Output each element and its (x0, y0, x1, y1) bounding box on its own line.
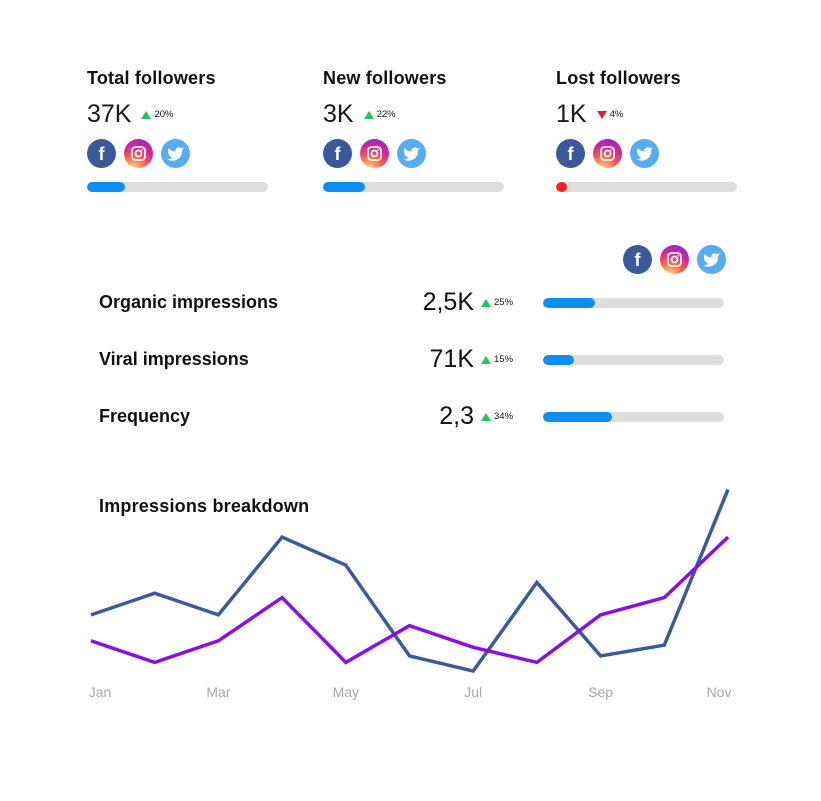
card-delta: 4% (596, 109, 624, 120)
row-value: 2,5K (422, 288, 474, 316)
card-delta: 22% (363, 109, 396, 120)
twitter-icon[interactable] (161, 139, 190, 168)
card-value: 3K (323, 100, 354, 128)
card-metric: 3K 22% (323, 100, 396, 129)
svg-text:f: f (335, 144, 342, 164)
x-tick-label: Jan (89, 684, 112, 700)
x-tick-label: Mar (206, 684, 230, 700)
chart-title: Impressions breakdown (99, 496, 310, 516)
svg-text:f: f (568, 144, 575, 164)
card-progress-track (87, 182, 268, 192)
row-progress-fill (543, 355, 574, 365)
row-delta: 15% (481, 354, 513, 365)
card-progress-fill (87, 182, 125, 192)
card-metric: 1K 4% (556, 100, 623, 129)
row-progress-fill (543, 298, 596, 308)
card-title: Lost followers (556, 68, 681, 88)
card-metric: 37K 20% (87, 100, 174, 129)
x-tick-label: Nov (707, 684, 732, 700)
arrow-up-icon (141, 110, 152, 119)
row-progress-track (543, 355, 724, 365)
instagram-icon[interactable] (593, 139, 622, 168)
card-delta-value: 20% (154, 109, 174, 120)
facebook-icon[interactable]: f (323, 139, 352, 168)
row-delta-value: 25% (494, 297, 514, 308)
facebook-icon[interactable]: f (87, 139, 116, 168)
card-delta-value: 4% (609, 109, 624, 120)
row-delta-value: 15% (494, 354, 514, 365)
instagram-icon[interactable] (660, 245, 689, 274)
x-tick-label: May (333, 684, 359, 700)
row-label: Organic impressions (99, 292, 279, 312)
instagram-icon[interactable] (360, 139, 389, 168)
arrow-up-icon (363, 110, 374, 119)
x-tick-label: Jul (464, 684, 482, 700)
facebook-icon[interactable]: f (623, 245, 652, 274)
arrow-down-icon (596, 110, 607, 119)
card-title: New followers (323, 68, 447, 88)
card-progress-fill (323, 182, 365, 192)
row-delta-value: 34% (494, 411, 514, 422)
card-title: Total followers (87, 68, 216, 88)
card-value: 37K (87, 100, 132, 128)
arrow-up-icon (481, 412, 491, 421)
row-label: Frequency (99, 406, 191, 426)
card-delta-value: 22% (376, 109, 396, 120)
arrow-up-icon (481, 298, 491, 307)
facebook-icon[interactable]: f (556, 139, 585, 168)
twitter-icon[interactable] (697, 245, 726, 274)
svg-text:f: f (635, 250, 642, 270)
series-line-1 (90, 535, 730, 665)
impressions-social-icons: f (623, 245, 726, 274)
svg-text:f: f (99, 144, 106, 164)
row-value: 71K (429, 345, 474, 373)
row-value: 2,3 (439, 402, 474, 430)
card-delta: 20% (141, 109, 174, 120)
card-social-icons: f (556, 139, 659, 168)
arrow-up-icon (481, 355, 491, 364)
card-progress-track (323, 182, 504, 192)
row-label: Viral impressions (99, 349, 249, 369)
row-progress-track (543, 298, 724, 308)
card-social-icons: f (87, 139, 190, 168)
card-value: 1K (556, 100, 587, 128)
twitter-icon[interactable] (630, 139, 659, 168)
row-delta: 25% (481, 297, 513, 308)
row-delta: 34% (481, 411, 513, 422)
card-progress-track (556, 182, 737, 192)
x-tick-label: Sep (588, 684, 613, 700)
card-progress-fill (556, 182, 567, 192)
twitter-icon[interactable] (397, 139, 426, 168)
row-progress-track (543, 412, 724, 422)
card-social-icons: f (323, 139, 426, 168)
instagram-icon[interactable] (124, 139, 153, 168)
row-progress-fill (543, 412, 612, 422)
